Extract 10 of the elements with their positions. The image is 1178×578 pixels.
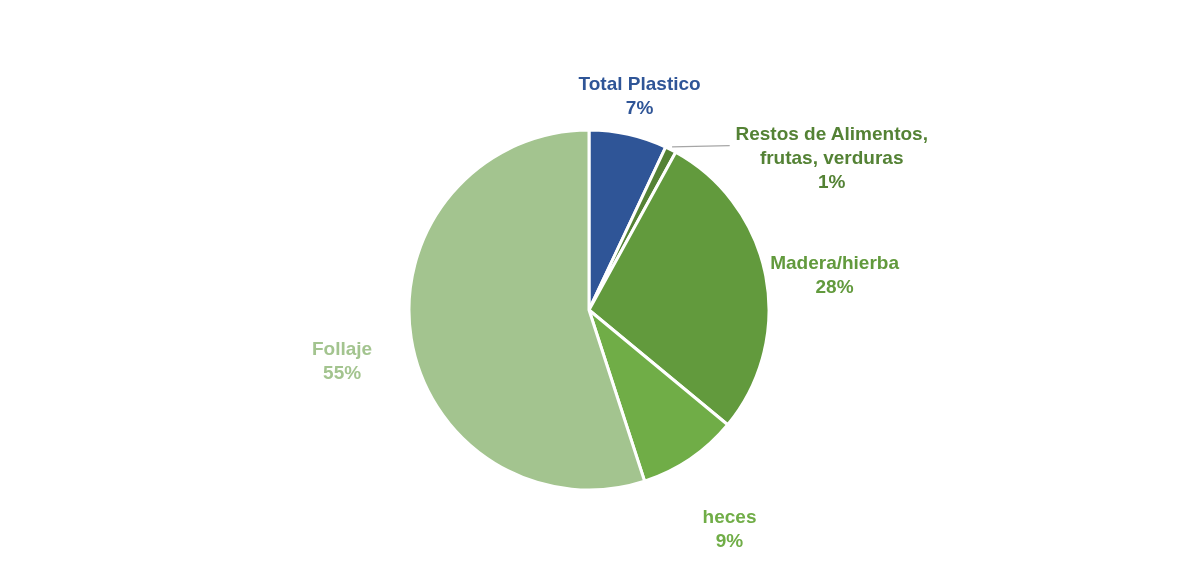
data-label: 1% bbox=[817, 170, 846, 192]
slice-label: Total Plastico bbox=[578, 72, 701, 94]
slice-label: Madera/hierba bbox=[770, 252, 900, 274]
slice-label: Restos de Alimentos, frutas, verduras bbox=[735, 122, 928, 168]
data-label: 55% bbox=[323, 362, 362, 384]
data-label: 9% bbox=[715, 529, 744, 551]
slice-label: Follaje bbox=[311, 338, 373, 360]
data-label: 28% bbox=[815, 276, 854, 298]
data-label: 7% bbox=[625, 96, 654, 118]
slice-label: heces bbox=[702, 505, 757, 527]
